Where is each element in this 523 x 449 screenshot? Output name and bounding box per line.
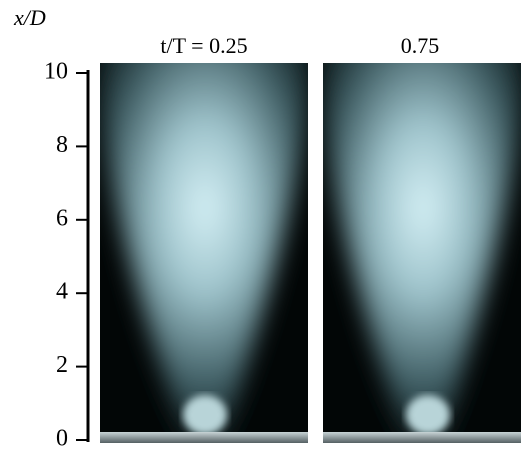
panel-image-0 — [100, 63, 308, 443]
axis-label: x/D — [13, 5, 46, 30]
y-tick-label: 2 — [56, 352, 68, 378]
y-tick-label: 0 — [56, 426, 68, 449]
panel-title: t/T = 0.25 — [160, 33, 247, 58]
y-tick-label: 6 — [56, 205, 68, 231]
y-tick-label: 10 — [44, 59, 68, 85]
y-tick-label: 8 — [56, 132, 68, 158]
y-tick-label: 4 — [56, 279, 68, 305]
panel-title: 0.75 — [401, 33, 440, 58]
panel-image-1 — [323, 63, 521, 443]
